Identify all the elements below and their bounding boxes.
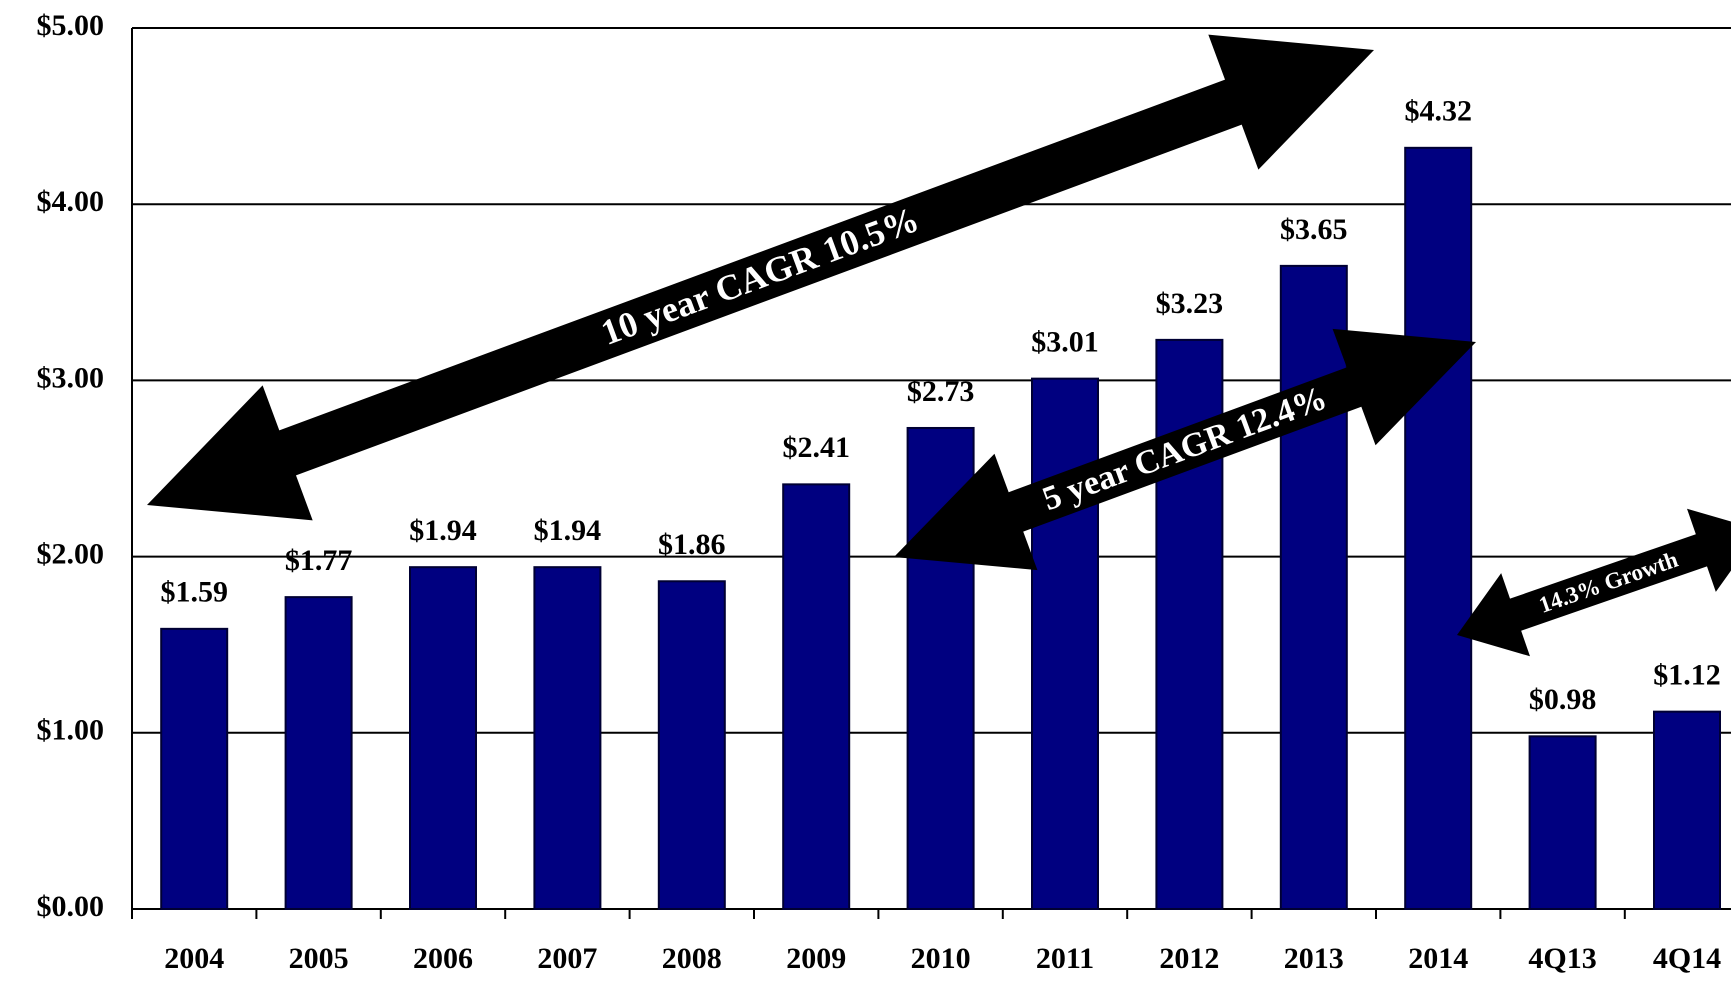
- x-tick-label: 2007: [537, 942, 597, 975]
- arrow-shape: [894, 328, 1476, 571]
- y-tick-label: $2.00: [37, 537, 105, 570]
- double-arrow: 14.3% Growth: [1457, 508, 1731, 657]
- y-tick-label: $1.00: [37, 714, 105, 747]
- value-label: $1.12: [1653, 659, 1721, 692]
- value-label: $4.32: [1404, 95, 1472, 128]
- x-tick-label: 4Q14: [1653, 942, 1721, 975]
- value-label: $1.94: [409, 514, 477, 547]
- x-tick-label: 2005: [289, 942, 349, 975]
- x-tick-label: 2013: [1284, 942, 1344, 975]
- x-tick-label: 2012: [1159, 942, 1219, 975]
- value-label: $1.59: [160, 576, 228, 609]
- bar: [160, 627, 229, 910]
- x-tick-label: 2004: [164, 942, 224, 975]
- bar: [1031, 377, 1099, 910]
- x-tick-label: 2009: [786, 942, 846, 975]
- value-label: $3.23: [1156, 287, 1224, 320]
- value-label: $2.73: [907, 375, 975, 408]
- value-label: $1.77: [285, 544, 353, 577]
- arrow-shape: [147, 34, 1375, 521]
- bar: [906, 426, 975, 910]
- bar: [284, 596, 353, 910]
- x-tick-label: 2011: [1036, 942, 1094, 975]
- x-tick-label: 2008: [662, 942, 722, 975]
- bar: [409, 566, 477, 910]
- arrow-shape: [1457, 508, 1731, 657]
- bar: [782, 483, 851, 910]
- bar: [1279, 264, 1348, 910]
- y-tick-label: $4.00: [37, 185, 105, 218]
- annotation: 10 year CAGR 10.5%: [596, 199, 924, 353]
- value-label: $3.65: [1280, 213, 1348, 246]
- x-tick-label: 2014: [1408, 942, 1468, 975]
- bar: [1653, 710, 1721, 910]
- y-tick-label: $0.00: [37, 890, 105, 923]
- bar: [1404, 146, 1473, 911]
- x-tick-label: 4Q13: [1528, 942, 1596, 975]
- bar: [533, 566, 602, 910]
- value-label: $3.01: [1031, 326, 1099, 359]
- y-tick-label: $5.00: [37, 9, 105, 42]
- bar: [1528, 735, 1597, 910]
- y-tick-label: $3.00: [37, 361, 105, 394]
- value-label: $1.94: [534, 514, 602, 547]
- x-tick-label: 2006: [413, 942, 473, 975]
- value-label: $0.98: [1529, 683, 1597, 716]
- value-label: $2.41: [782, 431, 850, 464]
- x-tick-label: 2010: [911, 942, 971, 975]
- bar: [657, 580, 726, 910]
- value-label: $1.86: [658, 528, 726, 561]
